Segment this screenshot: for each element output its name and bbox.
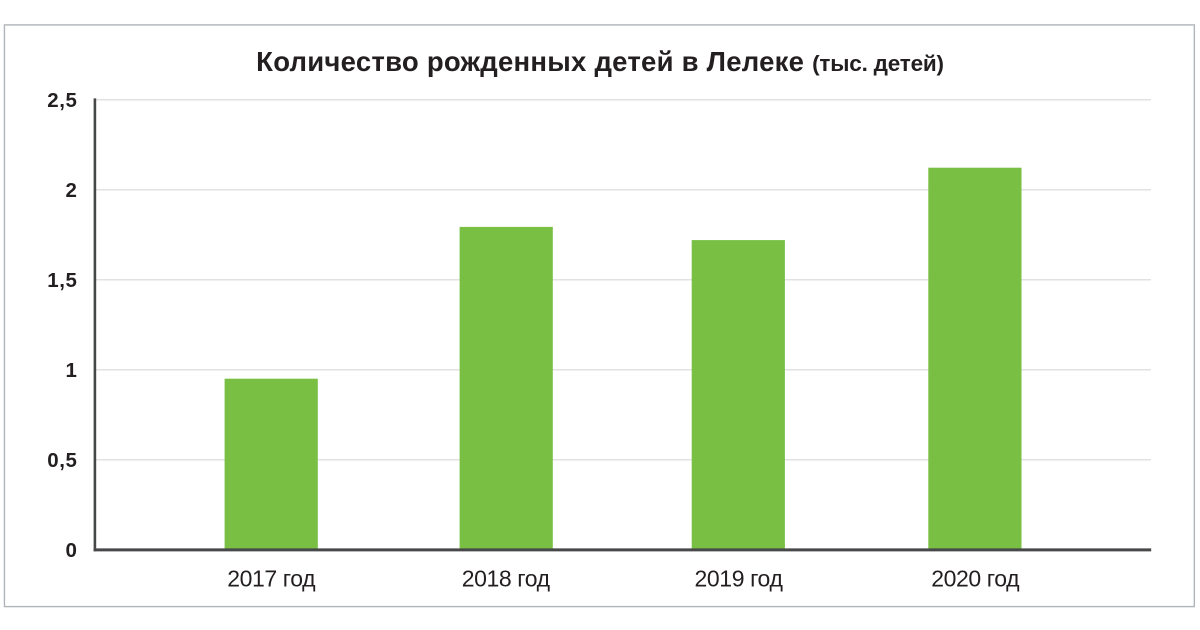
svg-text:2020 год: 2020 год — [931, 565, 1020, 591]
svg-text:1,5: 1,5 — [47, 269, 77, 292]
svg-text:2,5: 2,5 — [47, 89, 77, 112]
svg-text:2017 год: 2017 год — [227, 565, 316, 591]
svg-text:2019 год: 2019 год — [695, 565, 784, 591]
svg-text:2018 год: 2018 год — [462, 565, 551, 591]
svg-text:0: 0 — [65, 539, 77, 562]
svg-text:1: 1 — [65, 359, 77, 382]
svg-text:2: 2 — [65, 179, 77, 202]
svg-text:0,5: 0,5 — [47, 449, 77, 472]
svg-text:Количество рожденных детей в Л: Количество рожденных детей в Лелеке (тыс… — [256, 46, 944, 77]
